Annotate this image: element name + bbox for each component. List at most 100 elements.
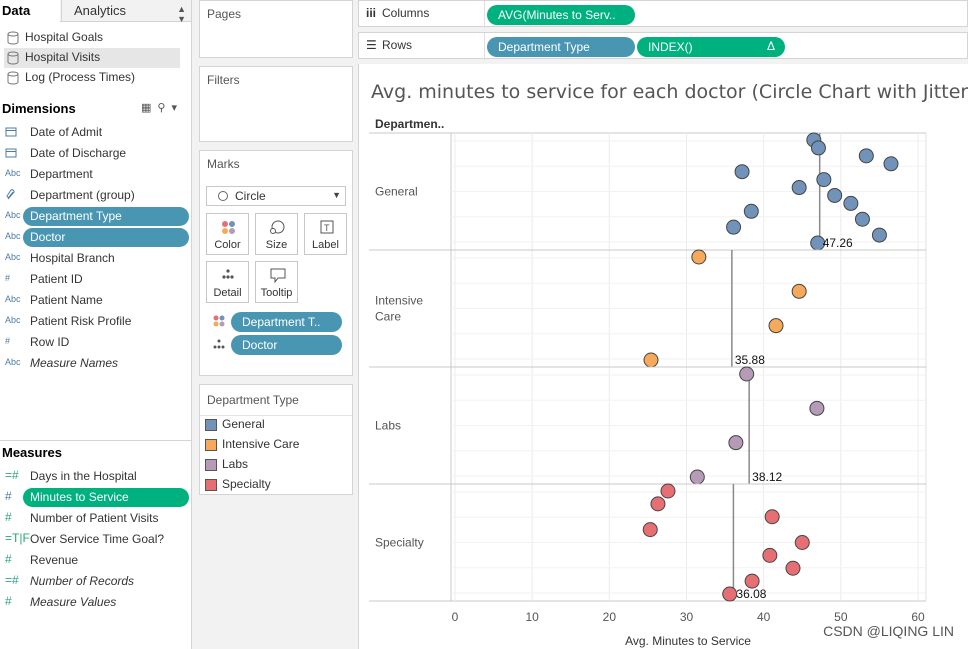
data-point[interactable]: [643, 352, 659, 368]
x-tick-label: 40: [757, 610, 771, 624]
field-label: Over Service Time Goal?: [30, 532, 165, 546]
chevron-down-icon[interactable]: ▾: [171, 102, 183, 114]
measure-field[interactable]: # Minutes to Service: [0, 487, 192, 508]
field-type-icon: #: [5, 594, 12, 608]
detail-pill-doctor[interactable]: Doctor: [231, 335, 342, 355]
data-point[interactable]: [858, 148, 874, 164]
detail-icon: [213, 339, 225, 349]
size-icon: [270, 220, 285, 234]
detail-button[interactable]: Detail: [206, 261, 249, 303]
data-point[interactable]: [871, 227, 887, 243]
color-button[interactable]: Color: [206, 213, 249, 255]
measure-field[interactable]: # Revenue: [0, 550, 192, 571]
dimension-field[interactable]: Date of Discharge: [0, 143, 192, 164]
measure-field[interactable]: =# Days in the Hospital: [0, 466, 192, 487]
field-type-icon: [5, 126, 25, 139]
search-icon[interactable]: ⚲: [157, 102, 172, 114]
data-point[interactable]: [768, 318, 784, 334]
color-pill-department-type[interactable]: Department T..: [231, 312, 342, 332]
dimension-field[interactable]: Abc Measure Names: [0, 353, 192, 374]
datasource-label: Log (Process Times): [25, 70, 136, 84]
datasource-item[interactable]: Hospital Goals: [4, 28, 180, 48]
dimension-field[interactable]: Date of Admit: [0, 122, 192, 143]
data-point[interactable]: [642, 522, 658, 538]
field-label: Row ID: [30, 335, 70, 349]
legend-swatch: [205, 479, 217, 491]
pages-card[interactable]: Pages: [199, 0, 353, 58]
data-point[interactable]: [816, 172, 832, 188]
grid-view-icon[interactable]: ▦: [141, 102, 158, 114]
field-label: Revenue: [30, 553, 79, 567]
rows-icon: ☰: [366, 38, 377, 52]
data-point[interactable]: [744, 573, 760, 589]
measure-field[interactable]: # Number of Patient Visits: [0, 508, 192, 529]
field-label: Minutes to Service: [30, 490, 129, 504]
data-point[interactable]: [843, 195, 859, 211]
data-point[interactable]: [762, 547, 778, 563]
data-point[interactable]: [794, 535, 810, 550]
dimension-field[interactable]: # Row ID: [0, 332, 192, 353]
data-point[interactable]: [810, 140, 826, 156]
measure-field[interactable]: =T|F Over Service Time Goal?: [0, 529, 192, 550]
data-point[interactable]: [689, 469, 705, 485]
dimension-field[interactable]: Abc Hospital Branch: [0, 248, 192, 269]
tooltip-button[interactable]: Tooltip: [255, 261, 298, 303]
dimension-field[interactable]: # Patient ID: [0, 269, 192, 290]
tab-data[interactable]: Data: [0, 0, 60, 22]
data-point[interactable]: [660, 483, 676, 499]
legend-item[interactable]: General: [205, 417, 265, 435]
field-type-icon: #: [5, 273, 11, 283]
legend-swatch: [205, 459, 217, 471]
data-point[interactable]: [650, 496, 666, 512]
dimension-field[interactable]: Abc Department Type: [0, 206, 192, 227]
data-point[interactable]: [791, 180, 807, 196]
dimension-field[interactable]: Abc Department: [0, 164, 192, 185]
dimension-field[interactable]: Abc Patient Risk Profile: [0, 311, 192, 332]
row-label: General: [375, 185, 418, 199]
data-point[interactable]: [726, 219, 742, 235]
chart-title: Avg. minutes to service for each doctor …: [371, 81, 968, 103]
label-label: Label: [312, 239, 339, 251]
rows-pill-index[interactable]: INDEX() Δ: [637, 37, 785, 57]
tab-analytics[interactable]: Analytics ▲ ▼: [61, 0, 192, 24]
data-pane: Data Analytics ▲ ▼ Hospital Goals Hospital…: [0, 0, 192, 649]
data-point[interactable]: [785, 560, 801, 576]
color-icon: [213, 315, 225, 327]
columns-pill-avg-minutes[interactable]: AVG(Minutes to Serv..: [487, 5, 635, 25]
data-point[interactable]: [743, 203, 759, 219]
data-point[interactable]: [883, 156, 899, 172]
legend-item[interactable]: Specialty: [205, 477, 271, 495]
field-type-icon: Abc: [5, 357, 21, 367]
data-point[interactable]: [809, 400, 825, 416]
field-label: Department: [30, 167, 93, 181]
rows-pill-department-type[interactable]: Department Type: [487, 37, 635, 57]
data-point[interactable]: [764, 509, 780, 525]
legend-item[interactable]: Intensive Care: [205, 437, 299, 455]
legend-item[interactable]: Labs: [205, 457, 248, 475]
data-point[interactable]: [728, 435, 744, 451]
data-point[interactable]: [854, 211, 870, 227]
label-button[interactable]: T Label: [304, 213, 347, 255]
data-point[interactable]: [734, 164, 750, 180]
data-point[interactable]: [791, 283, 807, 299]
datasource-item[interactable]: Hospital Visits: [4, 48, 180, 68]
dimension-field[interactable]: Abc Doctor: [0, 227, 192, 248]
data-point[interactable]: [739, 366, 755, 382]
datasource-item[interactable]: Log (Process Times): [4, 68, 180, 88]
chevron-updown-icon[interactable]: ▲ ▼: [177, 4, 186, 24]
legend-label: Intensive Care: [222, 437, 300, 451]
legend-swatch: [205, 439, 217, 451]
measure-field[interactable]: =# Number of Records: [0, 571, 192, 592]
filters-card[interactable]: Filters: [199, 66, 353, 142]
data-point[interactable]: [722, 586, 738, 602]
dimension-field[interactable]: Abc Patient Name: [0, 290, 192, 311]
data-point[interactable]: [827, 187, 843, 203]
chart: Avg. minutes to service for each doctor …: [369, 81, 968, 648]
data-point[interactable]: [691, 249, 707, 265]
size-button[interactable]: Size: [255, 213, 298, 255]
field-label: Department Type: [30, 209, 122, 223]
legend-title: Department Type: [207, 393, 299, 407]
dimension-field[interactable]: Department (group): [0, 185, 192, 206]
measure-field[interactable]: # Measure Values: [0, 592, 192, 613]
mark-type-select[interactable]: Circle ▼: [206, 186, 346, 206]
